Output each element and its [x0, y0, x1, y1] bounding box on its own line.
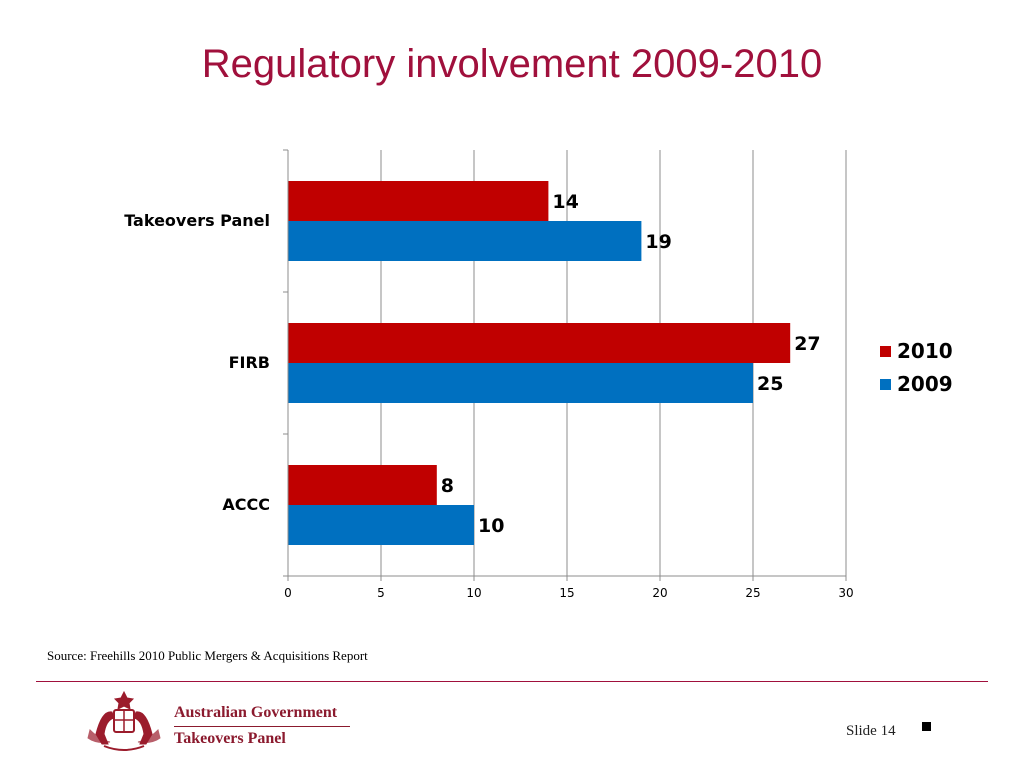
data-label: 10	[478, 515, 504, 537]
legend: 2010 2009	[880, 339, 953, 396]
legend-swatch-2009	[880, 379, 891, 390]
x-tick-label: 20	[652, 586, 667, 600]
x-tick-label: 25	[745, 586, 760, 600]
logo-line-government: Australian Government	[174, 704, 338, 721]
data-label: 27	[794, 333, 820, 355]
x-tick-label: 0	[284, 586, 292, 600]
x-tick-label: 5	[377, 586, 385, 600]
legend-swatch-2010	[880, 346, 891, 357]
bar-2010	[288, 181, 549, 221]
logo-line-panel: Takeovers Panel	[174, 730, 286, 747]
slide-number: Slide 14	[846, 723, 896, 739]
labels: 0 5 10 15 20 25 30 Takeovers Panel 14 19 FIRB 27 25 A…	[124, 191, 853, 600]
x-tick-label: 15	[559, 586, 574, 600]
bar-2010	[288, 323, 791, 363]
bars	[288, 181, 791, 545]
data-label: 14	[552, 191, 578, 213]
category-label: ACCC	[222, 495, 270, 514]
x-tick-label: 30	[838, 586, 853, 600]
legend-label: 2010	[897, 339, 953, 363]
legend-label: 2009	[897, 372, 953, 396]
data-label: 19	[645, 231, 671, 253]
footer-divider	[36, 681, 988, 682]
slide-title: Regulatory involvement 2009-2010	[201, 42, 823, 86]
bar-chart: 0 5 10 15 20 25 30 Takeovers Panel 14 19 FIRB 27 25 A…	[124, 149, 953, 600]
data-label: 25	[757, 373, 783, 395]
bar-2009	[288, 221, 642, 261]
bar-2010	[288, 465, 437, 505]
bar-2009	[288, 363, 753, 403]
logo-divider	[174, 726, 350, 727]
bar-2009	[288, 505, 474, 545]
data-label: 8	[441, 475, 454, 497]
category-label: Takeovers Panel	[124, 211, 270, 230]
category-label: FIRB	[229, 353, 270, 372]
source-note: Source: Freehills 2010 Public Mergers & …	[47, 648, 368, 663]
x-tick-label: 10	[466, 586, 481, 600]
coat-of-arms-icon	[87, 690, 161, 751]
slide-marker	[922, 722, 931, 731]
axes	[283, 149, 847, 581]
government-logo: Australian Government Takeovers Panel	[84, 690, 364, 754]
